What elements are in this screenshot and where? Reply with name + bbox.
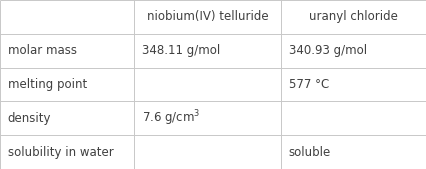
Text: 340.93 g/mol: 340.93 g/mol [289,44,367,57]
Text: 577 °C: 577 °C [289,78,329,91]
Text: density: density [8,112,51,125]
Text: 348.11 g/mol: 348.11 g/mol [142,44,220,57]
Text: uranyl chloride: uranyl chloride [309,10,398,23]
Text: 7.6 g/cm$^3$: 7.6 g/cm$^3$ [142,108,200,128]
Text: niobium(IV) telluride: niobium(IV) telluride [147,10,268,23]
Text: molar mass: molar mass [8,44,77,57]
Text: solubility in water: solubility in water [8,146,113,159]
Text: soluble: soluble [289,146,331,159]
Text: melting point: melting point [8,78,87,91]
